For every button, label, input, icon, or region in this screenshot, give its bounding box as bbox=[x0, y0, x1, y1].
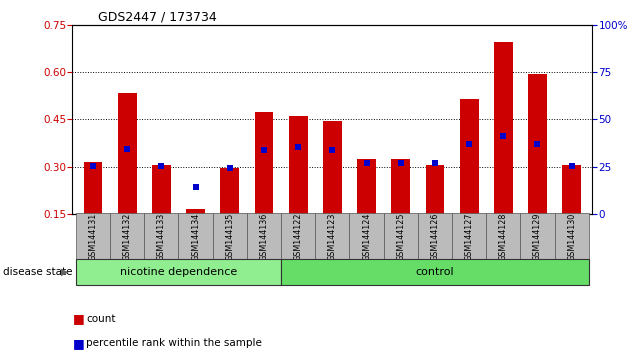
Bar bbox=[289, 116, 307, 214]
Text: GSM144136: GSM144136 bbox=[260, 213, 268, 261]
Text: nicotine dependence: nicotine dependence bbox=[120, 267, 237, 277]
Bar bbox=[350, 213, 384, 260]
Bar bbox=[323, 121, 341, 214]
Point bbox=[327, 147, 337, 153]
Text: GSM144135: GSM144135 bbox=[226, 213, 234, 261]
Text: GSM144131: GSM144131 bbox=[88, 213, 98, 261]
Bar bbox=[213, 213, 247, 260]
Text: GSM144127: GSM144127 bbox=[464, 212, 474, 261]
Point bbox=[259, 147, 269, 153]
Bar bbox=[391, 159, 410, 214]
Bar bbox=[357, 159, 376, 214]
Point bbox=[293, 144, 303, 150]
Bar bbox=[315, 213, 350, 260]
Bar bbox=[144, 213, 178, 260]
Text: ■: ■ bbox=[72, 337, 84, 350]
Bar bbox=[486, 213, 520, 260]
Bar bbox=[152, 165, 171, 214]
Bar bbox=[563, 165, 581, 214]
Bar bbox=[186, 210, 205, 214]
Text: GSM144126: GSM144126 bbox=[430, 213, 439, 261]
Text: GSM144123: GSM144123 bbox=[328, 213, 337, 261]
Text: GSM144122: GSM144122 bbox=[294, 212, 302, 261]
Point bbox=[156, 163, 166, 169]
Text: ■: ■ bbox=[72, 312, 84, 325]
Bar bbox=[255, 112, 273, 214]
Bar bbox=[452, 213, 486, 260]
Bar bbox=[281, 259, 589, 285]
Text: control: control bbox=[416, 267, 454, 277]
Text: percentile rank within the sample: percentile rank within the sample bbox=[86, 338, 262, 348]
Bar bbox=[110, 213, 144, 260]
Bar bbox=[554, 213, 589, 260]
Point bbox=[122, 146, 132, 152]
Text: GDS2447 / 173734: GDS2447 / 173734 bbox=[98, 11, 217, 24]
Point bbox=[362, 160, 372, 166]
Text: GSM144125: GSM144125 bbox=[396, 212, 405, 261]
Text: disease state: disease state bbox=[3, 267, 72, 277]
Bar bbox=[384, 213, 418, 260]
Bar bbox=[418, 213, 452, 260]
Text: GSM144130: GSM144130 bbox=[567, 213, 576, 261]
Point bbox=[430, 160, 440, 166]
Text: GSM144128: GSM144128 bbox=[499, 213, 508, 261]
Bar bbox=[76, 259, 281, 285]
Point bbox=[225, 165, 235, 171]
Point bbox=[190, 184, 200, 189]
Text: GSM144133: GSM144133 bbox=[157, 213, 166, 261]
Bar bbox=[220, 169, 239, 214]
Bar bbox=[425, 165, 444, 214]
Point bbox=[396, 160, 406, 166]
Bar bbox=[76, 213, 110, 260]
Text: GSM144124: GSM144124 bbox=[362, 213, 371, 261]
Text: GSM144134: GSM144134 bbox=[191, 213, 200, 261]
Bar bbox=[84, 162, 102, 214]
Bar bbox=[520, 213, 554, 260]
Bar bbox=[247, 213, 281, 260]
Text: count: count bbox=[86, 314, 116, 324]
Bar bbox=[281, 213, 315, 260]
Bar bbox=[118, 93, 137, 214]
Text: GSM144129: GSM144129 bbox=[533, 212, 542, 261]
Text: GSM144132: GSM144132 bbox=[123, 213, 132, 261]
Point bbox=[464, 141, 474, 147]
Text: ▶: ▶ bbox=[61, 267, 69, 277]
Bar bbox=[528, 74, 547, 214]
Point bbox=[88, 163, 98, 169]
Bar bbox=[460, 99, 479, 214]
Bar bbox=[494, 42, 513, 214]
Bar bbox=[178, 213, 213, 260]
Point bbox=[532, 141, 542, 147]
Point bbox=[566, 163, 576, 169]
Point bbox=[498, 133, 508, 139]
